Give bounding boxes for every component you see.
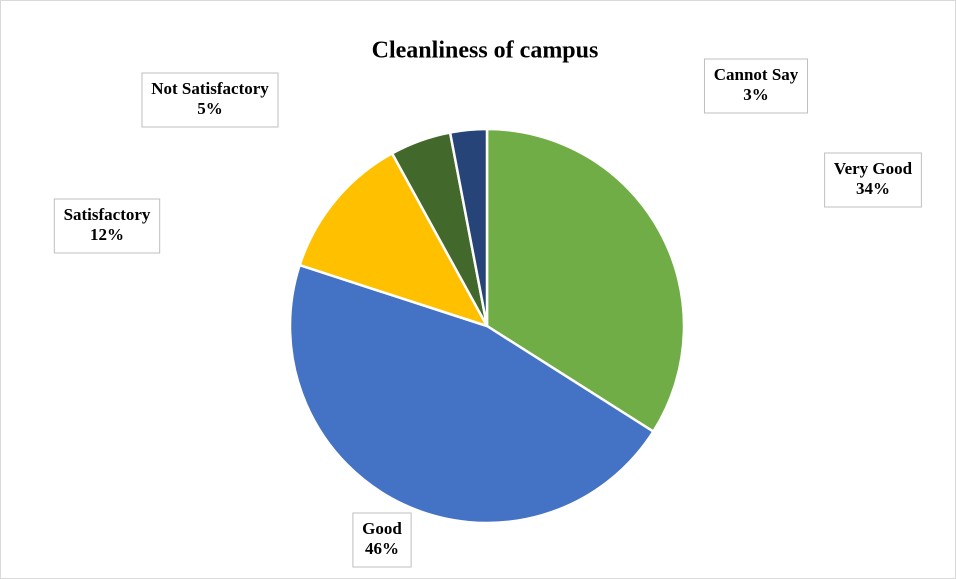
data-label-name: Cannot Say [714,65,799,84]
data-label-value: 34% [856,179,890,198]
data-label-value: 3% [743,85,769,104]
pie-slice [298,151,490,329]
data-label-value: 12% [90,225,124,244]
data-label-name: Very Good [834,159,913,178]
data-label-name: Satisfactory [64,205,151,224]
data-label-name: Good [362,519,402,538]
pie-slice [288,263,656,525]
data-label-box [703,58,809,114]
data-label-name: Not Satisfactory [151,79,269,98]
data-label-box [824,152,922,208]
data-label-value: 46% [365,539,399,558]
chart-title: Cleanliness of campus [372,38,599,64]
data-label-value: 5% [197,99,223,118]
pie-slice [448,127,489,327]
data-label-box [141,72,279,128]
data-label-box [352,512,412,568]
data-label-box [53,198,161,254]
